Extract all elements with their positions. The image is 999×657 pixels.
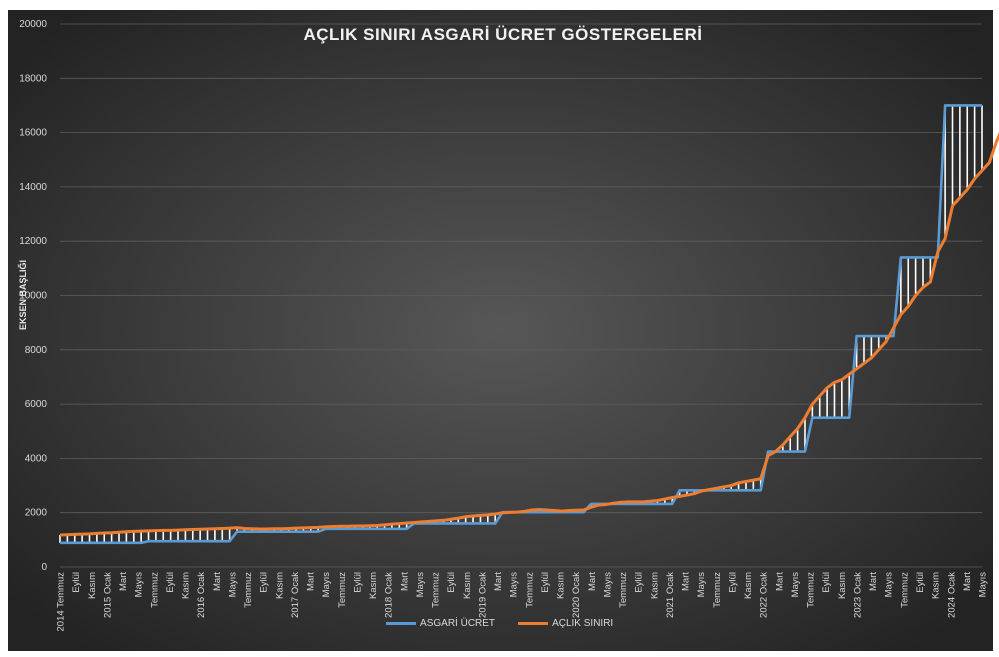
x-tick-label: Temmuz bbox=[806, 572, 817, 608]
y-axis-ticks: 0 2000 4000 6000 8000 10000 12000 14000 16000 180… bbox=[19, 19, 47, 573]
x-tick-label: Kasım bbox=[556, 572, 567, 599]
x-tick-label: Mayıs bbox=[602, 572, 613, 598]
x-tick-label: Temmuz bbox=[618, 572, 629, 608]
y-tick-label: 14000 bbox=[19, 182, 47, 193]
chart-title: AÇLIK SINIRI ASGARİ ÜCRET GÖSTERGELERİ bbox=[303, 25, 702, 44]
x-tick-label: Temmuz bbox=[431, 572, 442, 608]
x-tick-label: Kasım bbox=[462, 572, 473, 599]
x-tick-label: Mart bbox=[399, 572, 410, 591]
x-tick-label: 2016 Ocak bbox=[196, 572, 207, 618]
x-tick-label: Mayıs bbox=[415, 572, 426, 598]
x-tick-label: Eylül bbox=[165, 572, 176, 593]
x-tick-label: Eylül bbox=[634, 572, 645, 593]
x-tick-label: Temmuz bbox=[337, 572, 348, 608]
x-tick-label: 2014 Temmuz bbox=[56, 572, 67, 632]
grid-lines bbox=[60, 23, 982, 568]
x-tick-label: 2017 Ocak bbox=[290, 572, 301, 618]
x-tick-label: Mart bbox=[118, 572, 129, 591]
x-tick-label: Kasım bbox=[931, 572, 942, 599]
x-tick-label: 2015 Ocak bbox=[102, 572, 113, 618]
x-tick-label: Eylül bbox=[259, 572, 270, 593]
x-tick-label: Kasım bbox=[368, 572, 379, 599]
y-tick-label: 2000 bbox=[25, 508, 48, 519]
x-axis-ticks: 2014 Temmuz Eylül Kasım 2015 Ocak Mart Mayıs T… bbox=[56, 572, 989, 632]
x-tick-label: Mart bbox=[962, 572, 973, 591]
y-tick-label: 8000 bbox=[25, 345, 48, 356]
y-tick-label: 20000 bbox=[19, 19, 47, 30]
y-tick-label: 10000 bbox=[19, 291, 47, 302]
x-tick-label: Mayıs bbox=[696, 572, 707, 598]
y-axis-label: EKSEN BAŞLIĞI bbox=[17, 260, 28, 330]
x-tick-label: Mayıs bbox=[790, 572, 801, 598]
x-tick-label: Kasım bbox=[649, 572, 660, 599]
x-tick-label: 2024 Ocak bbox=[946, 572, 957, 618]
x-tick-label: Mayıs bbox=[134, 572, 145, 598]
y-tick-label: 12000 bbox=[19, 236, 47, 247]
x-tick-label: Kasım bbox=[837, 572, 848, 599]
x-tick-label: Kasım bbox=[743, 572, 754, 599]
x-tick-label: Eylül bbox=[446, 572, 457, 593]
x-tick-label: 2019 Ocak bbox=[477, 572, 488, 618]
x-tick-label: Kasım bbox=[87, 572, 98, 599]
x-tick-label: Mayıs bbox=[227, 572, 238, 598]
x-tick-label: Temmuz bbox=[712, 572, 723, 608]
x-tick-label: Temmuz bbox=[243, 572, 254, 608]
x-tick-label: 2023 Ocak bbox=[852, 572, 863, 618]
x-tick-label: Mayıs bbox=[509, 572, 520, 598]
x-tick-label: Mart bbox=[774, 572, 785, 591]
legend: ASGARİ ÜCRET AÇLIK SINIRI bbox=[0, 618, 999, 629]
y-tick-label: 6000 bbox=[25, 399, 48, 410]
x-tick-label: Eylül bbox=[71, 572, 82, 593]
series-lines bbox=[59, 104, 999, 545]
y-tick-label: 18000 bbox=[19, 73, 47, 84]
legend-label-asgari: ASGARİ ÜCRET bbox=[420, 618, 496, 629]
series-line-aclik bbox=[59, 132, 999, 537]
x-tick-label: Temmuz bbox=[524, 572, 535, 608]
x-tick-label: Mart bbox=[493, 572, 504, 591]
x-tick-label: Mart bbox=[587, 572, 598, 591]
x-tick-label: Temmuz bbox=[899, 572, 910, 608]
x-tick-label: Eylül bbox=[352, 572, 363, 593]
x-tick-label: Eylül bbox=[727, 572, 738, 593]
x-tick-label: 2022 Ocak bbox=[759, 572, 770, 618]
x-tick-label: Mart bbox=[212, 572, 223, 591]
x-tick-label: Mart bbox=[306, 572, 317, 591]
x-tick-label: Eylül bbox=[821, 572, 832, 593]
x-tick-label: Eylül bbox=[915, 572, 926, 593]
legend-swatch-aclik bbox=[517, 621, 548, 625]
legend-label-aclik: AÇLIK SINIRI bbox=[552, 618, 614, 629]
x-tick-label: Mart bbox=[681, 572, 692, 591]
x-tick-label: Temmuz bbox=[149, 572, 160, 608]
y-tick-label: 16000 bbox=[19, 128, 47, 139]
x-tick-label: Mayıs bbox=[884, 572, 895, 598]
x-tick-label: Mayıs bbox=[978, 572, 989, 598]
legend-item-aclik: AÇLIK SINIRI bbox=[517, 618, 614, 629]
y-tick-label: 4000 bbox=[25, 453, 48, 464]
x-tick-label: Mayıs bbox=[321, 572, 332, 598]
legend-item-asgari: ASGARİ ÜCRET bbox=[385, 618, 496, 629]
x-tick-label: 2020 Ocak bbox=[571, 572, 582, 618]
x-tick-label: Kasım bbox=[181, 572, 192, 599]
x-tick-label: Mart bbox=[868, 572, 879, 591]
x-tick-label: Eylül bbox=[540, 572, 551, 593]
legend-swatch-asgari bbox=[385, 621, 416, 625]
x-tick-label: 2021 Ocak bbox=[665, 572, 676, 618]
x-tick-label: 2018 Ocak bbox=[384, 572, 395, 618]
x-tick-label: Kasım bbox=[274, 572, 285, 599]
chart-background bbox=[8, 10, 993, 651]
y-tick-label: 0 bbox=[41, 562, 47, 573]
